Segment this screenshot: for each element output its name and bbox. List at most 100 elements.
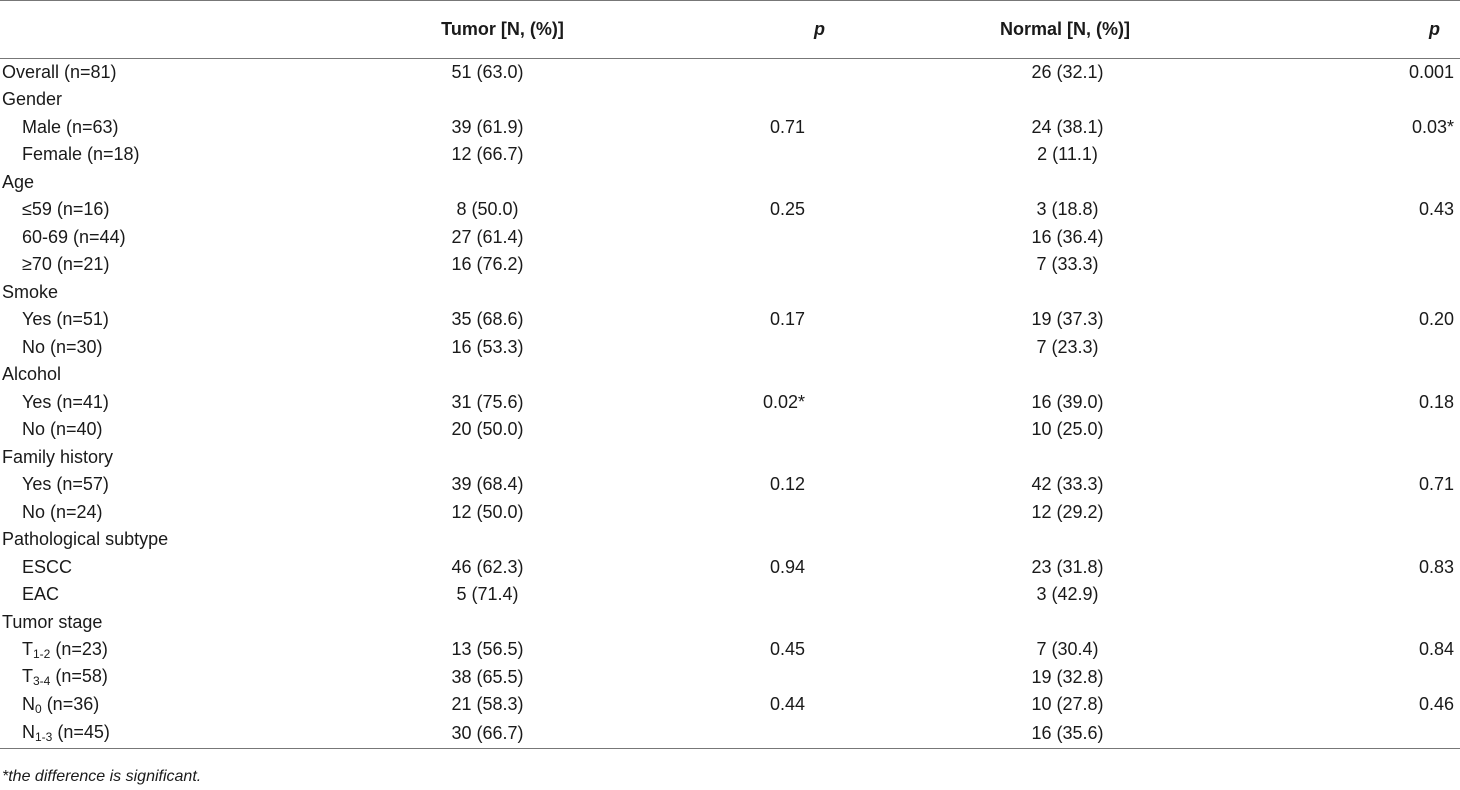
cell-normal [885, 526, 1225, 554]
row-label-subscript: 1-3 [35, 730, 53, 745]
cell-normal: 3 (18.8) [1036, 199, 1099, 220]
row-label-tail: (n=58) [50, 666, 108, 687]
cell-p-normal: 0.43 [1418, 199, 1454, 220]
group-label: Family history [2, 446, 114, 467]
cell-tumor [330, 169, 595, 197]
row-label: N0 (n=36) [0, 691, 330, 719]
cell-p-tumor [595, 251, 885, 279]
header-tumor: Tumor [N, (%)] [330, 0, 595, 59]
row-label-tail: (n=45) [52, 722, 110, 743]
cell-tumor: 5 (71.4) [456, 584, 519, 605]
cell-tumor [330, 279, 595, 307]
cell-p-normal [1225, 581, 1460, 609]
cell-p-tumor: 0.12 [769, 474, 805, 495]
cell-normal: 7 (33.3) [1036, 254, 1099, 275]
group-label: Overall (n=81) [2, 62, 117, 82]
cell-normal: 19 (37.3) [1031, 309, 1104, 330]
row-label: Male (n=63) [22, 116, 119, 137]
row-label-subscript: 3-4 [33, 674, 51, 689]
cell-normal [885, 444, 1225, 472]
group-label: Age [2, 171, 35, 192]
footnote: *the difference is significant. [2, 768, 202, 785]
cell-tumor [330, 526, 595, 554]
cell-tumor: 12 (66.7) [451, 144, 524, 165]
header-label [0, 0, 330, 59]
cell-p-tumor [595, 224, 885, 252]
row-label: Female (n=18) [22, 144, 140, 165]
cell-normal [885, 86, 1225, 114]
cell-normal [885, 361, 1225, 389]
header-normal: Normal [N, (%)] [885, 0, 1225, 59]
table-row: EAC 5 (71.4) 3 (42.9) [0, 581, 1460, 609]
cell-p-tumor [595, 718, 885, 749]
cell-p-normal [1225, 86, 1460, 114]
cell-normal [885, 169, 1225, 197]
cell-normal: 24 (38.1) [1031, 116, 1104, 137]
table-row: 60-69 (n=44) 27 (61.4) 16 (36.4) [0, 224, 1460, 252]
cell-p-normal: 0.84 [1418, 639, 1454, 660]
cell-normal: 3 (42.9) [1036, 584, 1099, 605]
cell-p-normal [1225, 169, 1460, 197]
cell-p-normal: 0.46 [1418, 694, 1454, 715]
cell-normal: 19 (32.8) [1031, 666, 1104, 687]
row-label: No (n=30) [22, 336, 103, 357]
row-label: Yes (n=51) [22, 309, 109, 330]
row-label: T1-2 (n=23) [0, 636, 330, 664]
row-label: Yes (n=41) [22, 391, 109, 412]
cell-p-normal [1225, 251, 1460, 279]
table-row: Gender [0, 86, 1460, 114]
cell-p-normal [1225, 526, 1460, 554]
table-row: Family history [0, 444, 1460, 472]
row-label: No (n=40) [22, 419, 103, 440]
cell-tumor: 8 (50.0) [456, 199, 519, 220]
cell-p-tumor [595, 279, 885, 307]
table-row: No (n=40) 20 (50.0) 10 (25.0) [0, 416, 1460, 444]
cell-tumor: 31 (75.6) [451, 391, 524, 412]
cell-tumor: 16 (53.3) [451, 336, 524, 357]
table-body: Overall (n=81) 51 (63.0) 26 (32.1) 0.001 Gen… [0, 59, 1460, 749]
table-row: T1-2 (n=23) 13 (56.5) 0.45 7 (30.4) 0.84 [0, 636, 1460, 664]
table-row: Female (n=18) 12 (66.7) 2 (11.1) [0, 141, 1460, 169]
cell-tumor: 35 (68.6) [451, 309, 524, 330]
table-row: Yes (n=51) 35 (68.6) 0.17 19 (37.3) 0.20 [0, 306, 1460, 334]
row-label: 60-69 (n=44) [22, 226, 126, 247]
table-row: ESCC 46 (62.3) 0.94 23 (31.8) 0.83 [0, 554, 1460, 582]
cell-p-tumor [595, 169, 885, 197]
row-label: ≤59 (n=16) [22, 199, 110, 220]
cell-p-tumor: 0.44 [769, 694, 805, 715]
group-label: Pathological subtype [2, 529, 169, 550]
table-row: Overall (n=81) 51 (63.0) 26 (32.1) 0.001 [0, 59, 1460, 87]
cell-normal: 26 (32.1) [1031, 62, 1104, 82]
cell-p-normal [1225, 279, 1460, 307]
row-label-tail: (n=23) [50, 638, 108, 659]
group-label: Gender [2, 89, 63, 110]
cell-tumor: 20 (50.0) [451, 419, 524, 440]
table-row: ≥70 (n=21) 16 (76.2) 7 (33.3) [0, 251, 1460, 279]
cell-normal: 7 (30.4) [1036, 639, 1099, 660]
cell-tumor: 39 (68.4) [451, 474, 524, 495]
cell-normal: 23 (31.8) [1031, 556, 1104, 577]
cell-normal [885, 279, 1225, 307]
cell-p-normal [1225, 361, 1460, 389]
cell-tumor: 12 (50.0) [451, 501, 524, 522]
cell-normal [885, 609, 1225, 637]
row-label: Yes (n=57) [22, 474, 109, 495]
cell-normal: 10 (27.8) [1031, 694, 1104, 715]
group-label: Smoke [2, 281, 59, 302]
table-row: Yes (n=41) 31 (75.6) 0.02* 16 (39.0) 0.18 [0, 389, 1460, 417]
cell-p-normal: 0.001 [1408, 62, 1454, 82]
table-row: Alcohol [0, 361, 1460, 389]
cell-tumor [330, 361, 595, 389]
row-label: T3-4 (n=58) [0, 664, 330, 692]
cell-p-normal: 0.03* [1411, 116, 1454, 137]
cell-p-normal [1225, 416, 1460, 444]
cell-p-normal [1225, 141, 1460, 169]
cell-p-tumor [595, 416, 885, 444]
cell-p-tumor [595, 664, 885, 692]
row-label: EAC [22, 584, 60, 605]
cell-normal: 16 (39.0) [1031, 391, 1104, 412]
group-label: Alcohol [2, 364, 62, 385]
cell-tumor: 16 (76.2) [451, 254, 524, 275]
cell-normal: 12 (29.2) [1031, 501, 1104, 522]
cell-p-tumor [595, 141, 885, 169]
